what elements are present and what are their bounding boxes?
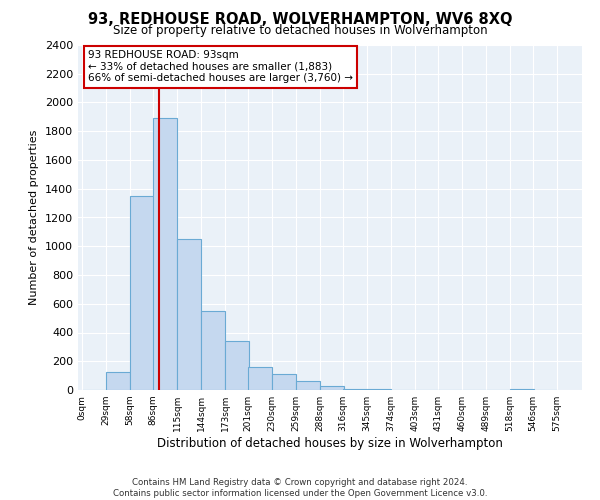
Bar <box>343 388 367 390</box>
Bar <box>177 239 201 390</box>
Text: Contains HM Land Registry data © Crown copyright and database right 2024.
Contai: Contains HM Land Registry data © Crown c… <box>113 478 487 498</box>
Bar <box>225 341 249 390</box>
Bar <box>296 382 320 390</box>
Bar <box>272 374 296 390</box>
Bar <box>248 367 272 390</box>
Text: Size of property relative to detached houses in Wolverhampton: Size of property relative to detached ho… <box>113 24 487 37</box>
Bar <box>106 372 130 390</box>
Bar <box>153 118 177 390</box>
Text: 93 REDHOUSE ROAD: 93sqm
← 33% of detached houses are smaller (1,883)
66% of semi: 93 REDHOUSE ROAD: 93sqm ← 33% of detache… <box>88 50 353 84</box>
Text: 93, REDHOUSE ROAD, WOLVERHAMPTON, WV6 8XQ: 93, REDHOUSE ROAD, WOLVERHAMPTON, WV6 8X… <box>88 12 512 28</box>
Bar <box>320 386 344 390</box>
X-axis label: Distribution of detached houses by size in Wolverhampton: Distribution of detached houses by size … <box>157 437 503 450</box>
Y-axis label: Number of detached properties: Number of detached properties <box>29 130 40 305</box>
Bar <box>510 388 534 390</box>
Bar <box>201 311 225 390</box>
Bar <box>130 196 154 390</box>
